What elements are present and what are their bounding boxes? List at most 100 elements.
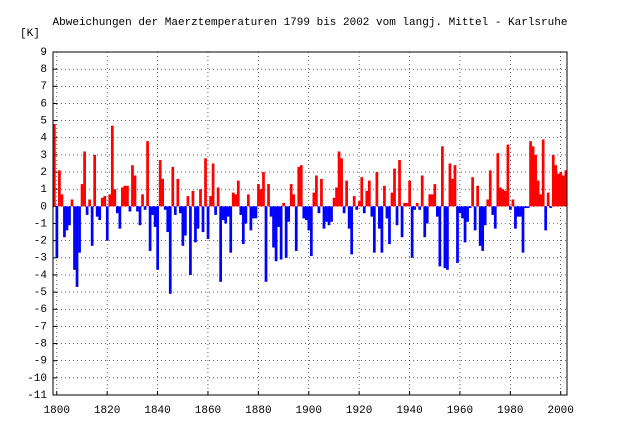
bar	[153, 206, 157, 227]
y-tick-label: 5	[40, 116, 47, 128]
bar	[55, 206, 59, 258]
bar	[504, 190, 507, 207]
bar	[511, 199, 515, 207]
bar	[372, 206, 376, 253]
bar	[239, 206, 243, 215]
bar	[521, 206, 525, 253]
bar	[433, 184, 437, 207]
bar	[211, 163, 215, 207]
bar	[322, 206, 326, 229]
bar	[446, 206, 449, 270]
bar	[259, 189, 263, 207]
bar	[312, 192, 316, 207]
bar	[365, 190, 369, 207]
bar	[166, 206, 170, 233]
bar	[544, 206, 548, 231]
bar	[249, 206, 253, 231]
bar	[388, 206, 391, 245]
bar	[267, 184, 270, 207]
bar	[423, 206, 427, 238]
bar	[236, 180, 240, 207]
bar	[168, 206, 172, 294]
bar	[93, 154, 97, 207]
bar	[435, 206, 439, 217]
bar	[75, 206, 79, 287]
bar	[463, 206, 467, 243]
bar	[453, 165, 457, 207]
bar	[58, 170, 61, 207]
bar	[330, 206, 333, 222]
bar	[206, 206, 210, 239]
bar	[115, 206, 119, 214]
bar	[481, 206, 485, 251]
y-tick-label: -9	[34, 356, 47, 368]
bar	[70, 199, 74, 207]
bar	[340, 158, 343, 207]
y-tick-label: 9	[40, 47, 47, 59]
bar	[60, 194, 64, 207]
bar	[559, 172, 563, 207]
bar	[201, 206, 205, 233]
bar	[85, 206, 89, 215]
plot-border	[52, 51, 568, 396]
bar	[478, 206, 482, 246]
bar	[257, 184, 260, 207]
bar	[194, 206, 197, 243]
bar	[199, 189, 202, 207]
bar	[264, 206, 268, 282]
bar	[496, 153, 500, 207]
bar	[171, 166, 175, 207]
bar	[110, 125, 114, 207]
bar	[156, 206, 160, 270]
bar	[98, 206, 102, 221]
bar	[161, 178, 165, 207]
bar	[254, 206, 258, 219]
bar	[287, 206, 291, 222]
bar	[294, 206, 298, 251]
bar	[173, 206, 177, 215]
bar	[65, 206, 69, 231]
bar	[539, 194, 543, 207]
y-tick-label: -3	[34, 253, 47, 265]
bar	[299, 165, 303, 207]
bar	[380, 206, 384, 253]
bar	[307, 206, 311, 231]
bar	[118, 206, 122, 229]
bar	[68, 206, 71, 226]
bar	[483, 206, 487, 226]
bar	[375, 172, 379, 207]
x-tick-label: 1960	[447, 405, 473, 417]
bar	[138, 206, 142, 226]
bar	[461, 206, 464, 219]
bar	[95, 206, 99, 217]
bar	[337, 151, 341, 207]
bar	[536, 180, 540, 207]
bar	[133, 175, 137, 207]
bar	[395, 206, 399, 226]
bar	[282, 202, 286, 207]
bar	[352, 196, 356, 207]
bar	[151, 206, 154, 215]
y-tick-label: 6	[40, 98, 47, 110]
bar	[219, 206, 223, 282]
bar	[105, 206, 109, 241]
x-tick-label: 1800	[44, 405, 70, 417]
bar	[498, 187, 502, 207]
bar	[178, 206, 182, 214]
bar	[284, 206, 288, 258]
bar	[332, 197, 336, 207]
bar	[529, 141, 532, 207]
x-tick-label: 1860	[195, 405, 221, 417]
bar	[438, 206, 442, 267]
bar	[325, 206, 328, 222]
bar	[471, 177, 474, 207]
bar	[320, 178, 323, 207]
bar	[378, 206, 381, 229]
bar	[561, 175, 565, 207]
bar	[113, 189, 117, 207]
bar	[234, 194, 238, 207]
x-tick-label: 1920	[346, 405, 372, 417]
bar	[554, 165, 558, 207]
bar	[468, 206, 472, 209]
